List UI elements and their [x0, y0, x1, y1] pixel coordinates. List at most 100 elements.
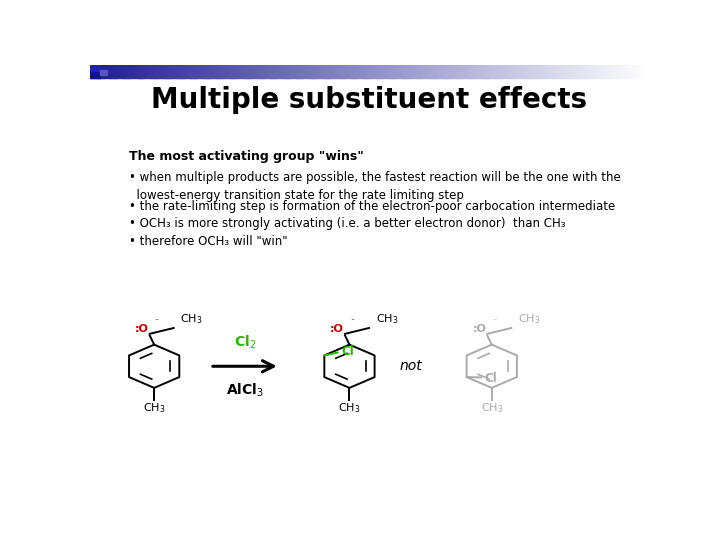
Bar — [495, 65, 498, 78]
Bar — [415, 65, 418, 78]
Bar — [387, 65, 390, 78]
Bar — [237, 65, 239, 78]
Bar — [606, 65, 608, 78]
Bar — [341, 65, 343, 78]
Bar — [105, 65, 107, 78]
Bar — [358, 65, 360, 78]
Bar — [157, 65, 159, 78]
Bar — [239, 65, 241, 78]
Bar — [129, 65, 132, 78]
Bar — [298, 65, 301, 78]
Bar — [579, 65, 582, 78]
Bar — [441, 65, 444, 78]
Bar — [642, 65, 645, 78]
Bar — [360, 65, 362, 78]
Bar — [393, 65, 395, 78]
Bar — [490, 65, 492, 78]
Bar — [562, 65, 565, 78]
Text: not: not — [400, 359, 422, 373]
Bar — [364, 65, 366, 78]
Bar — [170, 65, 172, 78]
Bar — [510, 65, 513, 78]
Bar — [159, 65, 161, 78]
Bar — [97, 65, 100, 78]
Bar — [466, 65, 468, 78]
Bar — [338, 65, 340, 78]
Bar — [297, 65, 299, 78]
Bar — [261, 65, 264, 78]
Bar — [598, 65, 600, 78]
Bar — [252, 65, 254, 78]
Bar — [475, 65, 477, 78]
Bar — [594, 65, 596, 78]
Bar — [501, 65, 503, 78]
Bar — [145, 65, 148, 78]
Bar — [546, 65, 548, 78]
Bar — [185, 65, 187, 78]
Bar — [453, 65, 455, 78]
Bar — [352, 65, 355, 78]
Bar — [488, 65, 490, 78]
Text: The most activating group "wins": The most activating group "wins" — [129, 150, 364, 163]
Bar — [274, 65, 276, 78]
Bar — [230, 65, 232, 78]
Bar — [181, 65, 184, 78]
Bar — [514, 65, 516, 78]
Bar — [374, 65, 377, 78]
Bar — [220, 65, 222, 78]
Bar — [570, 65, 572, 78]
Bar — [369, 65, 372, 78]
Bar — [276, 65, 279, 78]
Bar — [618, 65, 621, 78]
Bar — [291, 65, 293, 78]
Bar — [566, 65, 569, 78]
Bar — [263, 65, 266, 78]
Bar — [304, 65, 306, 78]
Bar — [361, 65, 364, 78]
Bar — [174, 65, 176, 78]
Bar — [531, 65, 534, 78]
Bar — [218, 65, 221, 78]
Bar — [118, 65, 120, 78]
Bar — [311, 65, 314, 78]
Bar — [202, 65, 204, 78]
Bar — [132, 65, 135, 78]
Text: Cl$_2$: Cl$_2$ — [234, 334, 256, 351]
Bar — [564, 65, 567, 78]
Bar — [536, 65, 539, 78]
Bar — [217, 65, 219, 78]
Bar — [240, 65, 243, 78]
Bar — [526, 65, 528, 78]
Bar — [596, 65, 598, 78]
Text: :O: :O — [472, 324, 486, 334]
Bar — [161, 65, 163, 78]
Text: AlCl$_3$: AlCl$_3$ — [226, 382, 264, 399]
Bar — [177, 65, 180, 78]
Bar — [399, 65, 401, 78]
Bar — [600, 65, 602, 78]
Bar — [601, 65, 604, 78]
Bar — [204, 65, 206, 78]
Bar — [555, 65, 557, 78]
Bar — [611, 65, 613, 78]
Bar — [529, 65, 531, 78]
Text: CH$_3$: CH$_3$ — [480, 401, 503, 415]
Bar — [222, 65, 225, 78]
Bar — [348, 65, 351, 78]
Text: ··: ·· — [154, 316, 160, 325]
Bar — [285, 65, 288, 78]
Bar — [639, 65, 641, 78]
Bar — [521, 65, 524, 78]
Bar — [243, 65, 245, 78]
Bar — [354, 65, 356, 78]
Bar — [345, 65, 347, 78]
Bar — [90, 65, 100, 71]
Bar — [326, 65, 328, 78]
Bar — [196, 65, 199, 78]
Bar — [479, 65, 481, 78]
Bar — [518, 65, 521, 78]
Bar — [542, 65, 544, 78]
Text: :O: :O — [135, 324, 148, 334]
Bar — [459, 65, 461, 78]
Bar — [151, 65, 154, 78]
